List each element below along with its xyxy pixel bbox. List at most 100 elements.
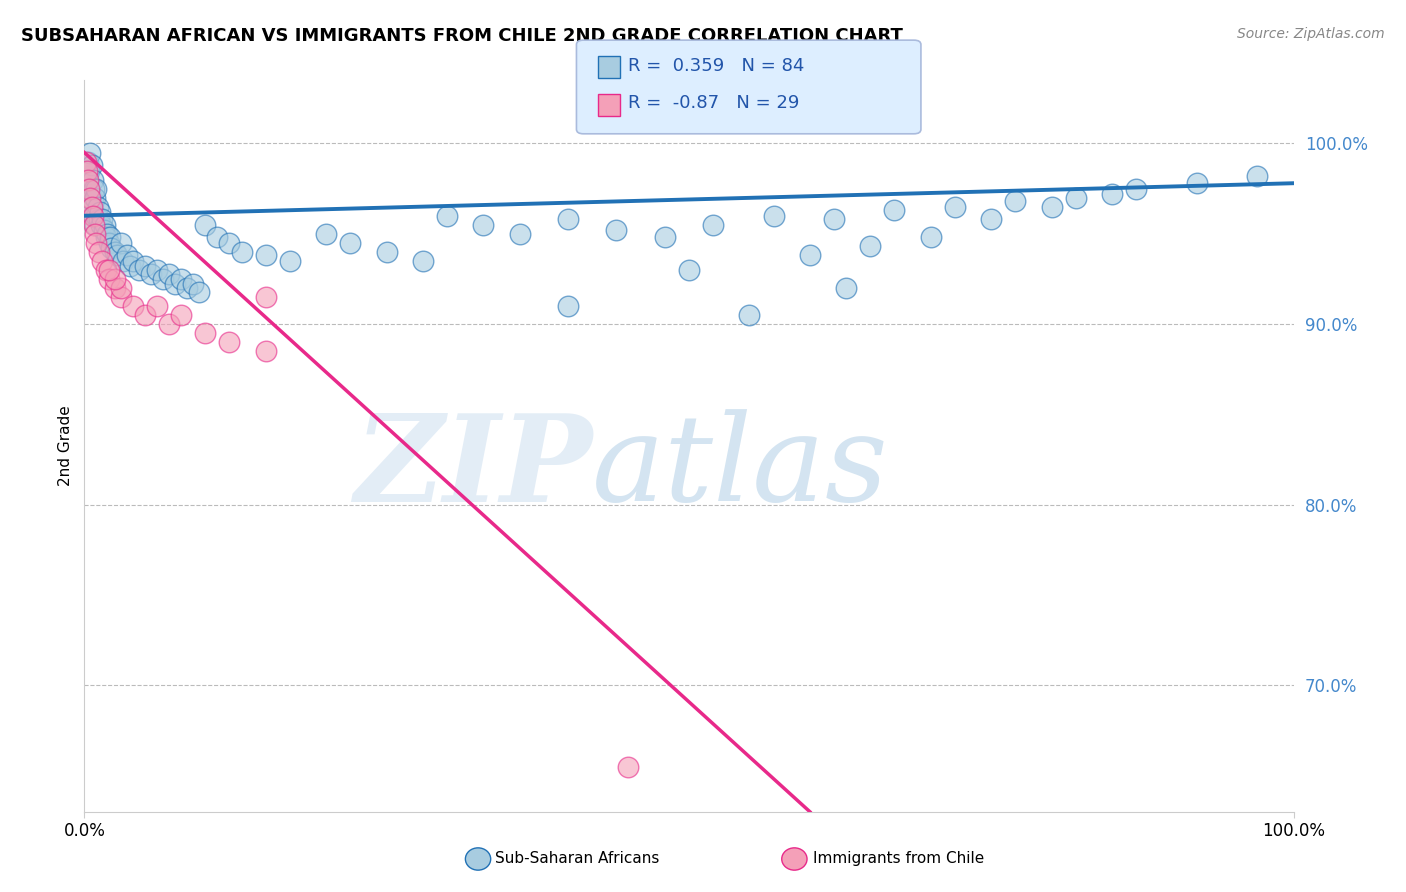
Point [97,235,120,250]
Point [188,285,211,299]
Point [1185,176,1208,190]
Point [82,194,104,209]
Point [152,272,174,286]
Point [1004,194,1026,209]
Point [87,244,110,259]
Point [1064,191,1087,205]
Point [1101,187,1123,202]
Point [121,253,143,268]
Point [980,212,1002,227]
Point [105,248,128,262]
Point [883,203,905,218]
Point [339,235,361,250]
Point [91,253,114,268]
Point [97,263,120,277]
Point [738,308,761,322]
Point [1125,181,1147,195]
Point [920,230,942,244]
Point [146,263,169,277]
Point [93,223,115,237]
Point [315,227,337,241]
Point [170,272,193,286]
Point [86,209,108,223]
Point [762,209,785,223]
Point [254,344,277,359]
Text: Source: ZipAtlas.com: Source: ZipAtlas.com [1237,27,1385,41]
Point [207,230,229,244]
Point [79,191,101,205]
Point [83,209,105,223]
Point [98,230,121,244]
Text: ZIP: ZIP [354,409,592,527]
Point [77,181,100,195]
Point [90,218,112,232]
Point [80,200,103,214]
Point [100,241,122,255]
Point [104,244,127,259]
Point [110,281,132,295]
Point [86,181,108,195]
Point [254,290,277,304]
Point [80,200,103,214]
Point [799,248,821,262]
Text: Sub-Saharan Africans: Sub-Saharan Africans [495,852,659,866]
Point [472,218,495,232]
Point [157,317,180,331]
Point [94,263,117,277]
Point [120,260,142,274]
Point [823,212,845,227]
Point [75,181,97,195]
Point [87,212,110,227]
Point [76,169,98,183]
Point [678,263,700,277]
Point [134,308,156,322]
Point [139,267,162,281]
Point [654,230,676,244]
Point [218,335,240,350]
Point [218,235,240,250]
Point [75,154,97,169]
Point [82,172,104,186]
Point [509,227,531,241]
Point [110,290,132,304]
Point [605,223,627,237]
Point [835,281,858,295]
Point [104,281,127,295]
Point [859,239,882,253]
Point [104,272,127,286]
Point [76,163,98,178]
Point [77,176,100,190]
Point [1246,169,1268,183]
Point [254,248,277,262]
Point [617,759,640,773]
Point [146,299,169,313]
Point [170,308,193,322]
Point [83,218,105,232]
Text: atlas: atlas [592,409,889,526]
Point [110,235,132,250]
Point [194,326,217,340]
Point [115,248,138,262]
Text: R =  -0.87   N = 29: R = -0.87 N = 29 [628,95,800,112]
Point [77,191,100,205]
Point [84,191,107,205]
Point [94,230,117,244]
Point [86,235,108,250]
Point [80,158,103,172]
Point [94,218,117,232]
Point [77,154,100,169]
Point [943,200,966,214]
Point [176,281,198,295]
Point [1040,200,1063,214]
Point [79,145,101,160]
Point [121,299,143,313]
Point [97,272,120,286]
Point [86,200,108,214]
Point [84,227,107,241]
Point [79,187,101,202]
Text: Immigrants from Chile: Immigrants from Chile [813,852,984,866]
Point [82,209,104,223]
Point [181,277,204,292]
Point [278,253,301,268]
Point [134,260,156,274]
